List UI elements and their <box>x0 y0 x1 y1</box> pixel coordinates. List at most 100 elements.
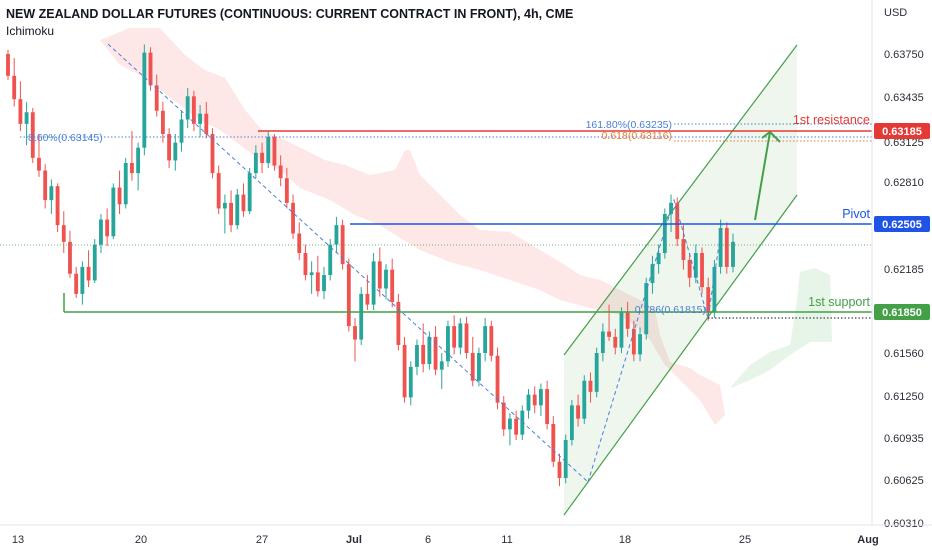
candle-body <box>563 440 568 478</box>
price-tick-label: 0.60310 <box>884 518 924 530</box>
candle-body <box>6 54 10 76</box>
candle <box>260 142 264 174</box>
candle-body <box>49 186 54 201</box>
candlestick-series <box>6 44 735 487</box>
candle-body <box>210 134 215 174</box>
candle-body <box>569 405 574 441</box>
drawings <box>0 43 872 483</box>
candle-body <box>111 187 116 237</box>
candle-body <box>650 264 655 284</box>
candle <box>235 188 240 230</box>
candle-body <box>43 170 48 201</box>
time-tick-label: 11 <box>501 534 512 546</box>
candle <box>408 361 413 406</box>
price-axis[interactable]: USD 0.637500.634350.631250.628100.621850… <box>871 0 930 530</box>
target-arrow <box>754 130 781 221</box>
candle-body <box>576 405 581 419</box>
candle <box>346 258 351 332</box>
candle-body <box>136 147 141 174</box>
candle-body <box>483 326 488 353</box>
candle-body <box>284 178 289 203</box>
candle-body <box>61 225 66 242</box>
candle <box>557 453 562 487</box>
candle-body <box>18 99 23 124</box>
candle-body <box>37 157 41 171</box>
candle <box>130 131 134 181</box>
candle <box>470 336 475 387</box>
candle <box>545 380 550 430</box>
candle-body <box>216 173 221 209</box>
candle <box>222 194 227 234</box>
candle-body <box>253 152 258 174</box>
price-tick-label: 0.60935 <box>884 433 924 445</box>
channel-lower-line <box>563 194 798 516</box>
candle-body <box>489 326 494 356</box>
candle-body <box>619 312 624 348</box>
candle <box>99 214 103 253</box>
candle <box>123 157 128 209</box>
candle <box>588 372 593 403</box>
support-label: 1st support <box>808 295 870 309</box>
candle <box>61 211 66 253</box>
candle <box>619 307 624 353</box>
price-tick-label: 0.61250 <box>884 391 924 403</box>
fib-786-label: 0.786(0.61815) <box>635 304 706 316</box>
candle-body <box>427 336 432 365</box>
candle-body <box>105 219 110 237</box>
candle-body <box>408 366 413 398</box>
candle <box>49 179 54 215</box>
candle-body <box>353 326 357 340</box>
candle <box>74 266 79 298</box>
candle-body <box>260 152 264 163</box>
candle <box>359 287 364 345</box>
ichimoku-cloud <box>100 28 832 425</box>
candle <box>136 142 141 191</box>
candle-body <box>247 173 252 212</box>
candle <box>538 383 543 416</box>
candle <box>80 261 85 305</box>
candle-body <box>74 273 79 294</box>
candle <box>532 386 537 414</box>
candle <box>669 194 673 233</box>
time-tick-label: 20 <box>135 534 147 546</box>
fib-upper-left-label: 8.60%(0.63145) <box>28 132 103 144</box>
candle-body <box>421 344 426 365</box>
channel-upper-line <box>563 44 798 356</box>
candle-body <box>99 219 103 245</box>
candle-body <box>731 241 735 267</box>
candle <box>650 255 655 294</box>
time-tick-label: 13 <box>12 534 24 546</box>
candle <box>483 318 488 362</box>
candle-body <box>303 252 308 276</box>
candle <box>92 239 97 284</box>
candle-body <box>631 328 636 355</box>
candle <box>117 170 122 215</box>
time-axis[interactable]: 13 20 27 Jul 6 11 18 25 Aug <box>0 524 932 546</box>
candle <box>569 400 574 446</box>
candle-body <box>346 264 351 327</box>
candle-body <box>458 323 463 348</box>
candle-body <box>644 283 649 335</box>
candle-body <box>675 202 680 240</box>
candle-body <box>222 202 227 209</box>
candle <box>179 110 184 152</box>
annotation-labels: 1st resistance Pivot 1st support 8.60%(0… <box>28 113 871 316</box>
candle <box>37 134 41 177</box>
candle-body <box>464 323 469 353</box>
candle-body <box>179 119 184 143</box>
candle-body <box>68 241 72 274</box>
candle <box>594 347 599 398</box>
candle <box>167 128 172 169</box>
candle-body <box>625 312 630 329</box>
svg-text:0.62505: 0.62505 <box>882 219 922 231</box>
candle <box>421 323 426 373</box>
candle-body <box>687 259 692 278</box>
candle <box>6 49 10 80</box>
candle <box>247 168 252 215</box>
fib-1618-label: 161.80%(0.63235) <box>586 119 672 131</box>
candle-body <box>557 461 562 478</box>
candle <box>371 252 376 310</box>
candle <box>198 104 203 137</box>
downtrend-dashed-line <box>107 43 589 483</box>
